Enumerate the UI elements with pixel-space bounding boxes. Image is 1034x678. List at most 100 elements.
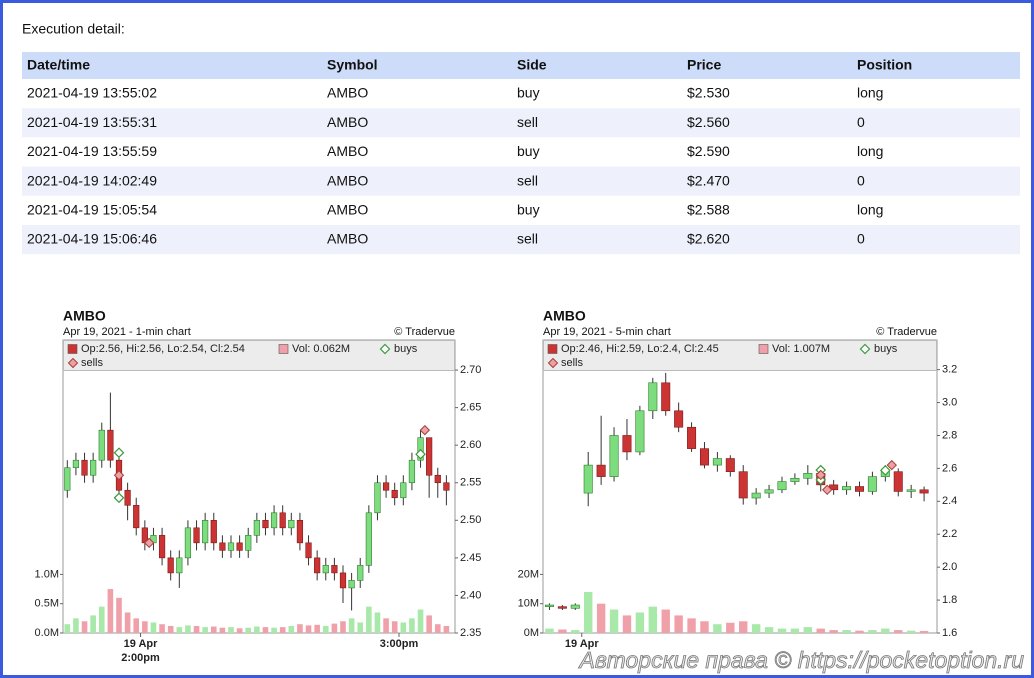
volume-bar [124, 612, 131, 633]
legend-buys: buys [874, 343, 898, 355]
volume-bar [584, 591, 593, 633]
table-row-bg [22, 166, 1020, 196]
volume-bar [919, 630, 929, 633]
volume-bar [331, 623, 338, 633]
table-cell: 2021-04-19 13:55:02 [27, 85, 157, 101]
candle-body [314, 557, 321, 574]
candle-body [193, 527, 200, 544]
candle-body [803, 473, 813, 479]
table-cell: $2.620 [687, 231, 730, 247]
volume-bar [434, 624, 441, 633]
y-tick-label: 2.8 [942, 429, 957, 441]
table-cell: 0 [857, 231, 865, 247]
volume-bar [558, 629, 567, 633]
volume-bar [279, 627, 286, 633]
volume-bar [906, 630, 916, 633]
candle-body [64, 467, 71, 491]
table-cell: 2021-04-19 13:55:31 [27, 114, 157, 130]
y-tick-label: 2.40 [460, 589, 481, 601]
candle-body [210, 520, 217, 544]
section-title: Execution detail: [22, 21, 125, 37]
x-date-label: 19 Apr [124, 638, 159, 650]
chart-title: AMBO [63, 308, 106, 324]
volume-bar [210, 626, 217, 633]
table-cell: buy [517, 143, 540, 159]
candle-body [443, 482, 450, 491]
table-cell: $2.590 [687, 143, 730, 159]
volume-bar [803, 627, 813, 633]
volume-bar [185, 625, 191, 633]
table-cell: buy [517, 202, 540, 218]
legend-sells: sells [81, 357, 104, 369]
candle-body [751, 492, 761, 499]
candle-body [374, 482, 381, 514]
candle-body [365, 512, 372, 566]
volume-bar [254, 626, 260, 633]
volume-bar [73, 618, 79, 633]
legend-band [543, 340, 937, 371]
candle-body [622, 435, 632, 453]
x-tick-label: 3:00pm [380, 638, 419, 650]
volume-bar [417, 609, 424, 633]
candle-body [790, 477, 800, 482]
volume-bar [409, 618, 415, 633]
sell-marker [419, 424, 431, 436]
candle-body [557, 606, 567, 609]
volume-bar [288, 625, 295, 633]
volume-bar [297, 624, 303, 633]
volume-bar [674, 615, 683, 633]
buy-marker [113, 492, 125, 504]
volume-bar [90, 615, 96, 633]
candle-body [348, 580, 355, 589]
candle-body [570, 604, 580, 609]
volume-tick-label: 0.5M [35, 598, 59, 610]
legend-volume: Vol: 1.007M [772, 343, 830, 355]
volume-bar [322, 625, 329, 633]
volume-bar [751, 624, 761, 633]
legend-swatch [547, 357, 559, 369]
volume-bar [829, 630, 838, 633]
candle-body [893, 471, 903, 492]
volume-bar [374, 612, 381, 633]
legend-swatch [859, 343, 871, 355]
y-tick-label: 2.65 [460, 402, 481, 414]
volume-bar [426, 615, 432, 633]
candle-body [184, 527, 192, 559]
candle-body [596, 464, 606, 477]
table-cell: AMBO [327, 143, 368, 159]
volume-tick-label: 20M [518, 568, 539, 580]
volume-bar [245, 627, 252, 633]
sell-marker [113, 470, 125, 481]
volume-bar [236, 628, 243, 633]
table-cell: 2021-04-19 14:02:49 [27, 172, 157, 188]
candle-body [434, 474, 441, 484]
table-row-bg [22, 195, 1020, 225]
volume-bar [64, 624, 71, 633]
legend-swatch [67, 357, 79, 369]
volume-bar [842, 630, 851, 633]
volume-bar [609, 609, 619, 633]
legend-swatch [379, 343, 391, 355]
volume-bar [687, 618, 696, 633]
volume-bar [596, 603, 606, 633]
table-header-cell: Price [687, 57, 721, 73]
volume-bar [739, 621, 748, 633]
candle-body [906, 489, 916, 492]
candle-body [279, 512, 286, 529]
table-cell: AMBO [327, 114, 368, 130]
table-cell: AMBO [327, 85, 368, 101]
table-cell: 0 [857, 114, 865, 130]
legend-sells: sells [561, 357, 584, 369]
candle-body [90, 459, 97, 476]
chart-subtitle: Apr 19, 2021 - 1-min chart [63, 326, 191, 338]
x-date-label: 19 Apr [565, 638, 600, 650]
legend-buys: buys [394, 343, 418, 355]
y-tick-label: 2.45 [460, 552, 481, 564]
table-row-bg [22, 79, 1020, 109]
y-tick-label: 2.2 [942, 528, 957, 540]
y-tick-label: 2.55 [460, 477, 481, 489]
volume-bar [271, 627, 277, 633]
volume-bar [661, 609, 670, 633]
buy-marker [415, 448, 426, 460]
